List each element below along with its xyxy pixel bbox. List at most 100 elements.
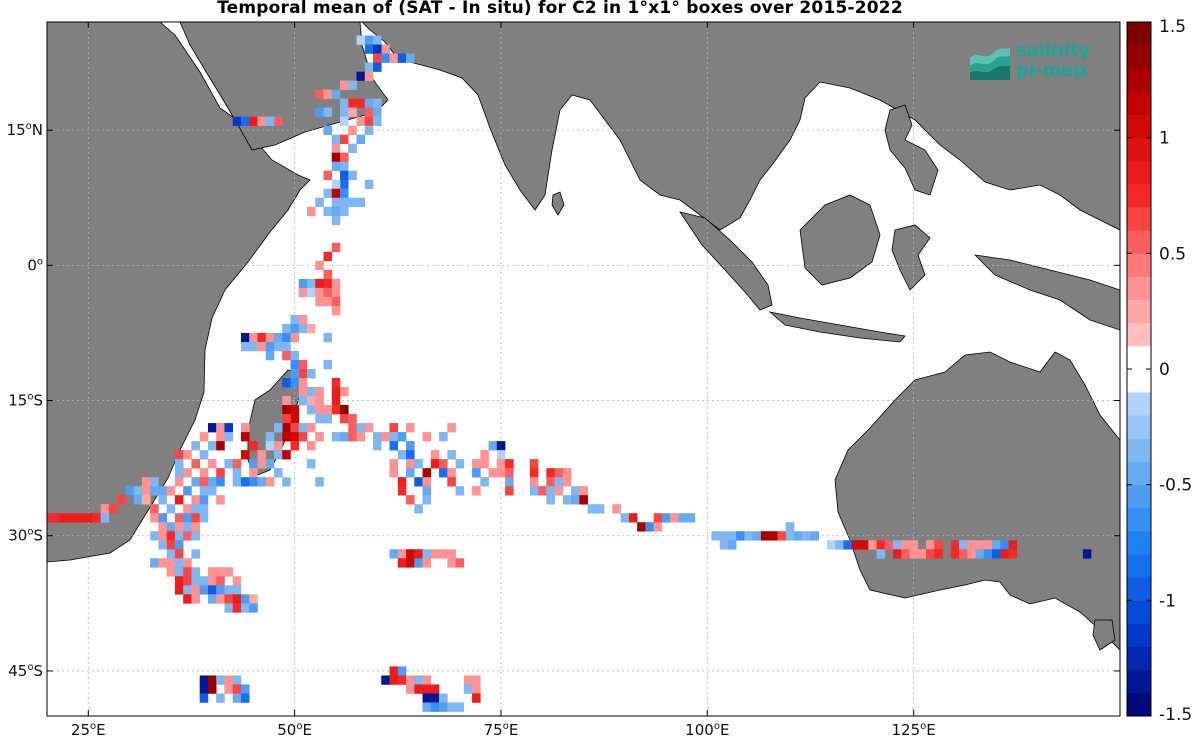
grid-cell xyxy=(455,558,465,568)
grid-cell xyxy=(340,206,349,217)
map-plot-area: 25oE 50oE 75oE 100oE 125oE 15oN 0o 15oS 30oS 45o… xyxy=(7,21,1121,739)
grid-cell xyxy=(364,107,374,117)
grid-cell xyxy=(224,594,234,604)
grid-cell xyxy=(463,675,473,685)
grid-cell xyxy=(298,359,308,370)
grid-cell xyxy=(183,504,192,514)
grid-cell xyxy=(397,549,407,559)
plot-frame xyxy=(46,21,1121,717)
grid-cell xyxy=(224,684,234,694)
colorbar-swatch xyxy=(1127,669,1151,694)
grid-cell xyxy=(290,350,300,361)
grid-cell xyxy=(257,332,267,343)
grid-cell xyxy=(174,531,184,541)
grid-cell xyxy=(141,495,151,505)
grid-cell xyxy=(158,513,167,523)
grid-cell xyxy=(307,423,316,433)
grid-cell xyxy=(348,197,357,208)
grid-cell xyxy=(224,432,234,442)
grid-cell xyxy=(174,576,184,586)
grid-cell xyxy=(117,495,126,505)
grid-cell xyxy=(249,477,258,487)
grid-cell xyxy=(166,567,176,577)
grid-cell xyxy=(224,567,234,577)
grid-cell xyxy=(340,188,349,199)
grid-cell xyxy=(240,423,250,433)
grid-cell xyxy=(298,369,308,379)
grid-cell xyxy=(777,531,787,541)
grid-cell xyxy=(554,468,564,478)
grid-cell xyxy=(331,278,341,289)
grid-cell xyxy=(183,486,192,496)
grid-cell xyxy=(307,206,316,217)
grid-cell xyxy=(100,504,110,514)
grid-cell xyxy=(430,684,440,694)
grid-cell xyxy=(397,486,407,496)
grid-cell xyxy=(174,567,184,577)
colorbar-tick-label: -1 xyxy=(1159,591,1176,611)
grid-cell xyxy=(1000,549,1009,559)
grid-cell xyxy=(166,504,176,514)
grid-cell xyxy=(207,684,217,694)
grid-cell xyxy=(397,53,407,63)
grid-cell xyxy=(397,666,407,676)
grid-cell xyxy=(439,693,448,703)
grid-cell xyxy=(340,116,349,126)
grid-cell xyxy=(785,531,795,541)
grid-cell xyxy=(240,332,250,343)
colorbar-swatch xyxy=(1127,623,1151,647)
grid-cell xyxy=(133,486,143,496)
grid-cell xyxy=(901,549,910,559)
grid-cell xyxy=(166,486,176,496)
grid-cell xyxy=(430,459,440,469)
grid-cell xyxy=(422,702,432,712)
grid-cell xyxy=(901,540,910,550)
grid-cell xyxy=(406,53,415,63)
grid-cell xyxy=(298,387,308,397)
grid-cell xyxy=(323,251,333,262)
grid-cell xyxy=(455,486,465,496)
grid-cell xyxy=(381,44,390,54)
grid-cell xyxy=(472,693,481,703)
grid-cell xyxy=(414,684,423,694)
grid-cell xyxy=(860,540,869,550)
colorbar-swatches xyxy=(1127,22,1151,717)
grid-cell xyxy=(290,423,300,433)
grid-cell xyxy=(282,477,291,487)
grid-cell xyxy=(298,378,308,388)
grid-cell xyxy=(150,486,159,496)
grid-cell xyxy=(150,558,159,568)
land-borneo xyxy=(799,194,881,286)
land-australia xyxy=(834,351,1120,651)
grid-cell xyxy=(340,179,349,190)
grid-cell xyxy=(150,513,159,523)
grid-cell xyxy=(265,341,275,352)
grid-cell xyxy=(240,594,250,604)
grid-cell xyxy=(174,549,184,559)
grid-cell xyxy=(323,278,333,289)
grid-cell xyxy=(315,414,324,424)
colorbar-swatch xyxy=(1127,137,1151,162)
colorbar-tick-label: 0.5 xyxy=(1159,244,1186,264)
grid-cell xyxy=(216,468,225,478)
grid-cell xyxy=(323,107,333,117)
grid-cell xyxy=(529,468,539,478)
grid-cell xyxy=(290,414,300,424)
grid-cell xyxy=(265,459,275,469)
grid-cell xyxy=(571,486,580,496)
grid-cell xyxy=(273,468,283,478)
grid-cell xyxy=(876,549,886,559)
grid-cell xyxy=(356,423,366,433)
grid-cell xyxy=(373,44,382,54)
grid-cell xyxy=(158,558,167,568)
grid-cell xyxy=(439,702,448,712)
grid-cell xyxy=(240,450,250,460)
colorbar-swatch xyxy=(1127,68,1151,92)
grid-cell xyxy=(422,432,432,442)
grid-cell xyxy=(199,450,209,460)
grid-cell xyxy=(265,432,275,442)
grid-cell xyxy=(340,170,349,181)
grid-cell xyxy=(323,125,333,135)
grid-cell xyxy=(463,684,473,694)
